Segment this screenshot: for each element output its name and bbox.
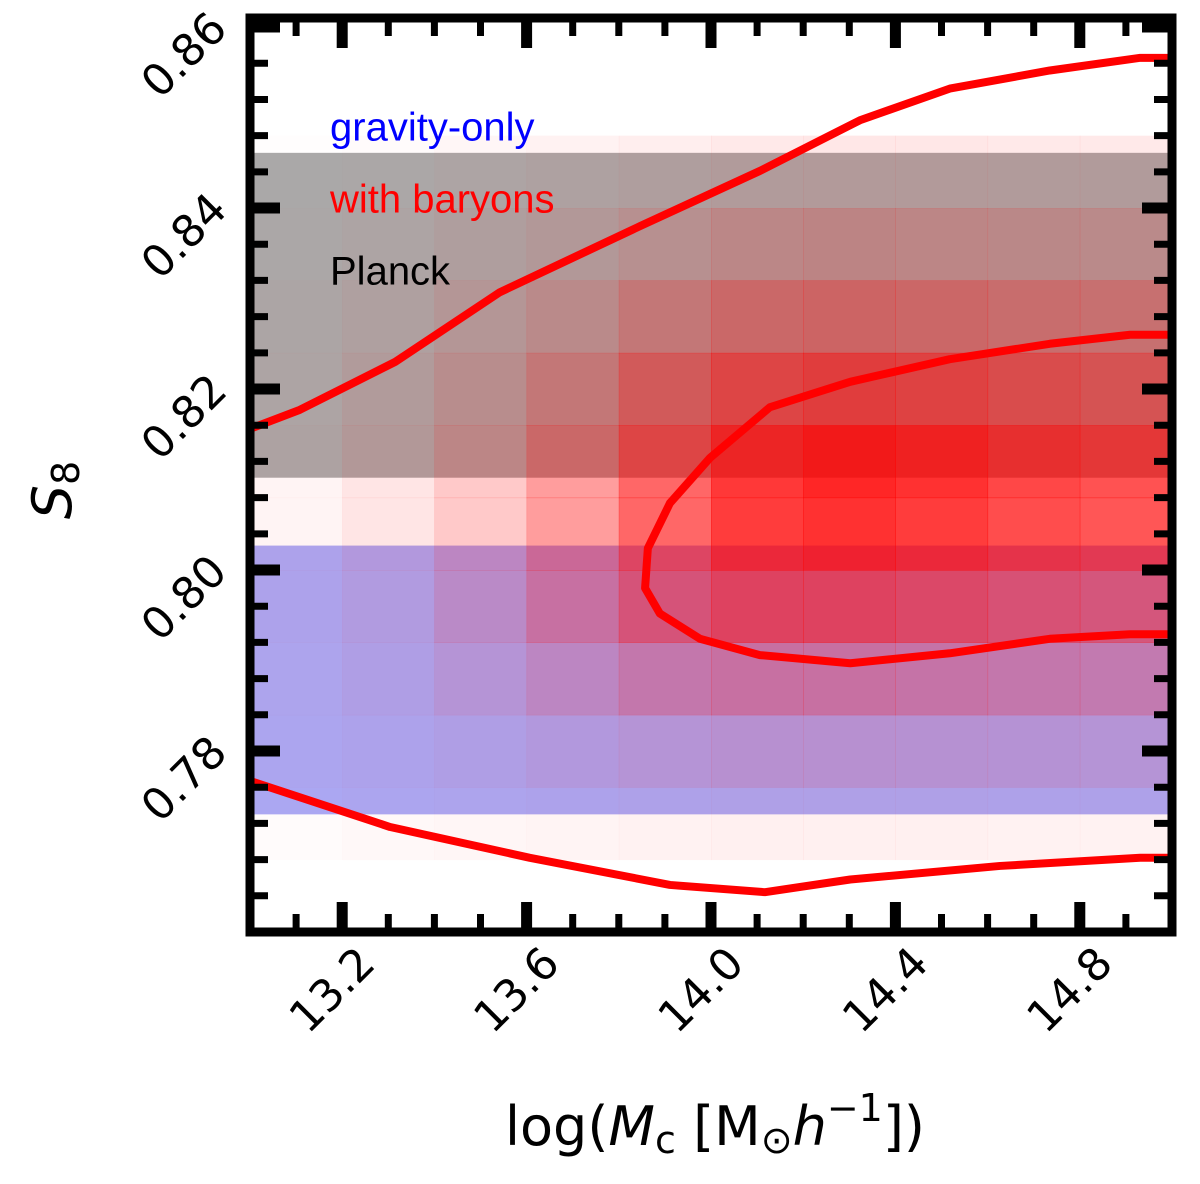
x-tick-label: 14.8 — [1017, 938, 1122, 1043]
heatmap-cell — [618, 642, 712, 716]
heatmap-cell — [434, 570, 528, 643]
heatmap-cell — [895, 135, 989, 209]
heatmap-cell — [895, 570, 989, 643]
heatmap-cell — [342, 714, 435, 788]
x-tick-label: 14.0 — [649, 938, 754, 1043]
heatmap-cell — [895, 787, 989, 861]
heatmap-cell — [618, 787, 712, 861]
heatmap-cell — [526, 352, 620, 426]
heatmap-cell — [803, 135, 896, 209]
heatmap-cell — [618, 280, 712, 354]
heatmap-cell — [803, 425, 896, 499]
heatmap-cell — [987, 135, 1081, 209]
heatmap-cell — [711, 497, 804, 571]
heatmap-cell — [803, 208, 896, 281]
heatmap-cell — [711, 570, 804, 643]
heatmap-cell — [526, 497, 620, 571]
legend-entry: gravity-only — [330, 106, 535, 150]
heatmap-cell — [526, 570, 620, 643]
heatmap-cell — [526, 135, 620, 209]
axis-label-part: 8 — [44, 461, 88, 485]
y-tick-label: 0.80 — [132, 546, 237, 651]
heatmap-cell — [434, 714, 528, 788]
heatmap-cell — [803, 497, 896, 571]
heatmap-cell — [987, 787, 1081, 861]
axis-label-part: log( — [505, 1095, 608, 1158]
contour-line — [250, 777, 1172, 897]
axis-label-part: c — [655, 1118, 676, 1162]
axis-label-part: ⊙ — [761, 1118, 793, 1162]
heatmap-cell — [895, 714, 989, 788]
heatmap-cell — [526, 714, 620, 788]
heatmap-cell — [895, 208, 989, 281]
contour-line — [641, 330, 1172, 668]
heatmap-cell — [618, 714, 712, 788]
axis-label-part: ]) — [883, 1095, 925, 1158]
heatmap-cell — [434, 642, 528, 716]
axis-label-part: h — [793, 1095, 827, 1158]
y-tick-label: 0.78 — [132, 727, 237, 832]
heatmap-cell — [342, 570, 435, 643]
heatmap-cell — [803, 714, 896, 788]
heatmap-cell — [434, 497, 528, 571]
heatmap-cell — [434, 280, 528, 354]
heatmap-cell — [342, 497, 435, 571]
axis-label-part: M — [608, 1095, 655, 1158]
y-tick-label: 0.84 — [132, 184, 237, 289]
axes-frame — [245, 13, 1177, 937]
heatmap-cell — [987, 425, 1081, 499]
heatmap-cell — [618, 208, 712, 281]
heatmap-cell — [987, 208, 1081, 281]
heatmap-cell — [342, 642, 435, 716]
heatmap-cell — [434, 425, 528, 499]
heatmap-cell — [895, 425, 989, 499]
heatmap-cell — [987, 642, 1081, 716]
y-tick-label: 0.82 — [132, 365, 237, 470]
heatmap-cell — [434, 352, 528, 426]
axis-label-part: [M — [676, 1095, 761, 1158]
heatmap-cell — [711, 425, 804, 499]
heatmap-cell — [803, 280, 896, 354]
legend-entry: Planck — [330, 250, 451, 294]
legend-entry: with baryons — [329, 178, 555, 222]
heatmap-cell — [618, 425, 712, 499]
x-tick-label: 13.2 — [280, 938, 385, 1043]
heatmap-cell — [711, 208, 804, 281]
heatmap-cell — [526, 425, 620, 499]
heatmap-cell — [711, 714, 804, 788]
heatmap-cell — [618, 570, 712, 643]
heatmap-cell — [526, 280, 620, 354]
heatmap-cell — [434, 208, 528, 281]
heatmap-cell — [342, 425, 435, 499]
heatmap-cell — [987, 714, 1081, 788]
heatmap-cell — [711, 787, 804, 861]
heatmap-cell — [895, 497, 989, 571]
axis-label-part: −1 — [827, 1086, 883, 1130]
axis-label-part: S — [21, 485, 84, 519]
heatmap-cell — [803, 570, 896, 643]
heatmap-cell — [618, 352, 712, 426]
heatmap-cell — [987, 352, 1081, 426]
heatmap-cell — [987, 570, 1081, 643]
heatmap-cell — [526, 642, 620, 716]
heatmap-cell — [987, 497, 1081, 571]
y-tick-label: 0.86 — [132, 3, 237, 108]
heatmap-cell — [803, 787, 896, 861]
heatmap-cell — [711, 280, 804, 354]
x-tick-label: 14.4 — [833, 938, 938, 1043]
y-axis-label: S8 — [21, 461, 88, 519]
heatmap-cell — [526, 787, 620, 861]
x-axis-label: log(Mc [M⊙h−1]) — [505, 1086, 925, 1162]
heatmap-cell — [803, 642, 896, 716]
x-tick-label: 13.6 — [464, 938, 569, 1043]
contour-line — [250, 53, 1172, 433]
heatmap-cell — [895, 280, 989, 354]
plot-area — [250, 53, 1172, 897]
